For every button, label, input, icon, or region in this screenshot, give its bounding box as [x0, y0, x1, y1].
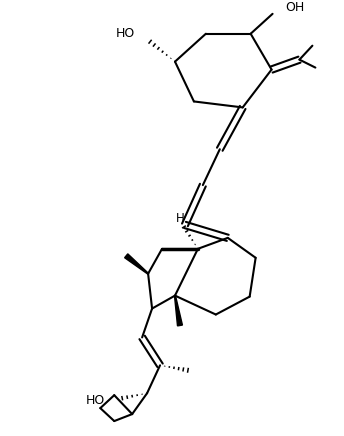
Text: OH: OH — [286, 1, 305, 14]
Text: HO: HO — [86, 394, 105, 407]
Text: HO: HO — [116, 27, 135, 40]
Polygon shape — [174, 296, 182, 326]
Text: H: H — [175, 212, 184, 225]
Polygon shape — [125, 254, 148, 274]
